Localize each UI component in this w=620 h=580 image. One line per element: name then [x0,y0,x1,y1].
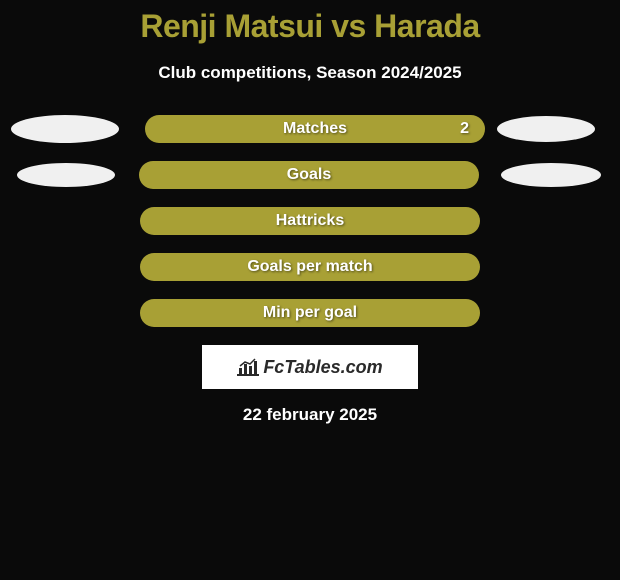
page-title: Renji Matsui vs Harada [0,8,620,45]
date-text: 22 february 2025 [0,405,620,425]
right-value-ellipse [501,163,601,187]
left-value-ellipse [11,115,119,143]
logo-box: FcTables.com [202,345,418,389]
stat-row-matches: Matches 2 [0,115,620,143]
logo-text: FcTables.com [263,357,382,378]
stat-bar: Matches 2 [145,115,485,143]
stat-label: Min per goal [263,304,357,322]
left-value-ellipse [17,163,115,187]
subtitle: Club competitions, Season 2024/2025 [0,63,620,83]
stat-bar: Hattricks [140,207,480,235]
stat-bar: Goals per match [140,253,480,281]
stat-row-hattricks: Hattricks [0,207,620,235]
stat-row-goals: Goals [0,161,620,189]
stat-value-right: 2 [460,120,469,138]
chart-icon [237,358,259,376]
stat-bar: Goals [139,161,479,189]
logo: FcTables.com [237,357,382,378]
stat-bar: Min per goal [140,299,480,327]
comparison-infographic: Renji Matsui vs Harada Club competitions… [0,0,620,425]
stat-label: Goals [287,166,331,184]
stat-row-goals-per-match: Goals per match [0,253,620,281]
stat-label: Matches [283,120,347,138]
stat-row-min-per-goal: Min per goal [0,299,620,327]
stat-label: Hattricks [276,212,344,230]
right-value-ellipse [497,116,595,142]
stat-label: Goals per match [247,258,372,276]
